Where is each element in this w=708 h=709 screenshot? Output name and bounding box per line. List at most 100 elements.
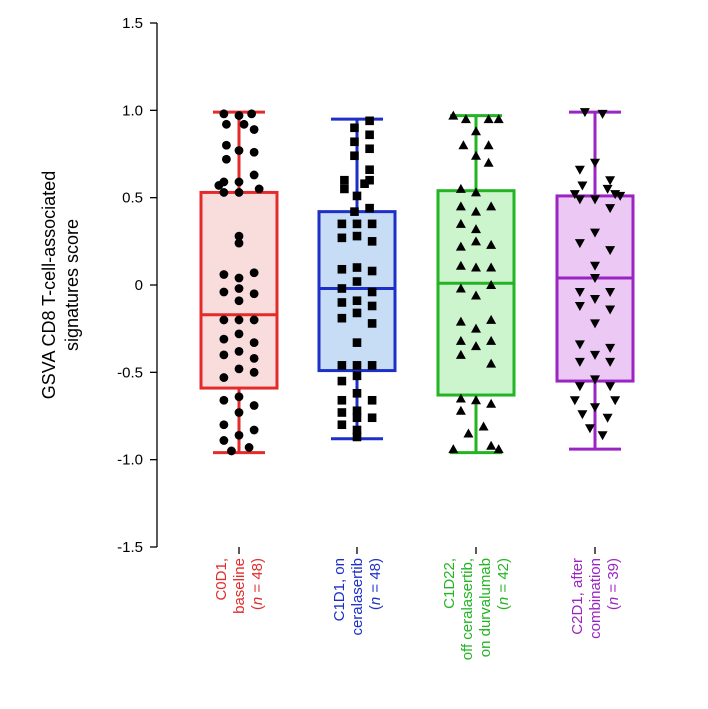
data-point [590,195,600,205]
data-point [249,338,259,348]
y-tick-label: -1.5 [117,539,143,556]
data-point [590,158,600,168]
data-points-4 [569,108,626,441]
data-point [352,296,362,306]
data-point [455,335,466,345]
data-point [352,425,362,435]
data-point [367,395,377,405]
data-point [455,183,466,193]
data-point [486,239,497,249]
data-point [597,109,608,119]
x-category-label: C2D1, aftercombination(n = 39) [569,558,622,639]
data-point [352,388,362,398]
data-point [367,301,377,311]
data-point [234,329,244,339]
data-point [471,224,481,234]
data-point [219,315,229,325]
data-point [340,184,349,194]
data-point [574,239,585,249]
data-point [219,373,229,382]
y-axis-title: GSVA CD8 T-cell-associated signatures sco… [39,171,82,399]
data-point [605,246,616,256]
data-point [350,123,359,133]
data-point [337,233,347,243]
data-point [486,314,497,324]
data-point [234,364,244,374]
data-point [590,261,600,271]
data-point [249,147,259,157]
data-point [219,420,229,430]
data-point [574,340,585,350]
data-point [478,421,489,431]
data-point [352,432,362,442]
data-point [234,111,244,120]
box-group-2 [317,116,397,442]
data-point [222,140,231,150]
data-point [486,398,497,408]
data-point [219,109,229,119]
box-plots [199,108,635,456]
y-axis-title-line: signatures score [62,219,82,351]
data-point [602,184,613,194]
data-point [486,201,497,211]
data-point [579,108,590,118]
data-point [486,358,497,368]
data-point [365,144,374,154]
data-point [337,395,347,405]
x-category-label-line: ( [367,605,384,610]
data-point [337,408,347,417]
data-point [584,424,595,434]
data-point [360,179,369,188]
data-point [463,428,474,438]
x-category-label-line: ( [605,605,622,610]
data-point [249,425,259,435]
data-point [590,319,600,329]
data-point [605,343,616,353]
x-category-label-italic: n [605,597,622,605]
data-point [247,109,256,119]
data-point [605,287,616,297]
data-point [590,350,600,360]
x-category-label-italic: n [367,597,384,605]
data-point [234,231,244,241]
data-point [337,219,347,229]
x-category-label-line: ceralasertib [349,558,366,636]
data-point [471,187,481,197]
data-point [352,361,362,370]
data-point [249,125,259,134]
data-point [239,119,249,129]
data-point [605,176,616,186]
data-point [577,410,588,420]
x-category-label-line-end: = 48) [249,558,266,597]
data-point [590,375,600,385]
data-point [367,219,377,229]
data-point [367,237,377,246]
data-points-1 [214,109,264,456]
data-points-2 [337,116,377,442]
data-point [602,413,613,423]
data-point [227,446,236,456]
data-point [455,241,466,251]
data-point [455,283,466,293]
x-category-label-line: C0D1, [213,558,230,601]
data-point [350,151,359,161]
data-point [486,280,497,289]
data-point [367,266,377,276]
data-point [365,130,374,140]
data-point [605,382,616,392]
data-point [471,206,481,216]
y-tick-label: 1.5 [122,15,143,32]
data-point [234,296,244,306]
data-point [577,181,588,191]
data-point [367,413,377,423]
x-category-label-line: combination [587,558,604,639]
x-category-label-line-end: = 48) [367,558,384,597]
data-point [590,403,600,413]
data-point [249,401,259,410]
data-point [219,270,229,279]
data-point [471,341,481,351]
data-point [448,444,459,454]
data-point [590,274,600,284]
data-point [234,146,244,155]
